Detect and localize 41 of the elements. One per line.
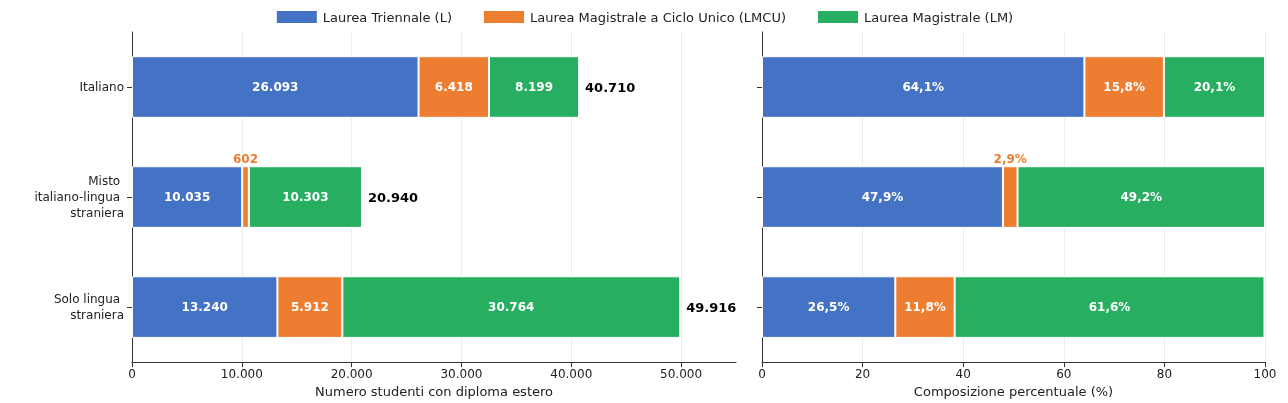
data-label: 6.418 [434,80,473,95]
total-label: 20.940 [367,189,419,205]
data-label: 602 [232,152,259,167]
data-label: 26.093 [252,80,299,95]
y-tick-label: Misto italiano-lingua straniera [34,174,124,221]
data-label: 49,2% [1120,190,1163,205]
x-tick-label: 20.000 [330,367,373,382]
x-tick-label: 50.000 [660,367,703,382]
data-label: 47,9% [861,190,904,205]
x-tick-label: 100 [1253,367,1277,382]
x-tick-label: 0 [758,367,766,382]
x-tick-label: 40.000 [550,367,593,382]
x-axis-title: Composizione percentuale (%) [913,384,1114,399]
data-label: 8.199 [515,80,554,95]
data-label: 10.303 [282,190,329,205]
data-label: 61,6% [1088,300,1131,315]
legend-label: Laurea Triennale (L) [322,9,452,25]
data-label: 64,1% [902,80,945,95]
data-label: 30.764 [488,300,535,315]
legend-label: Laurea Magistrale (LM) [863,9,1014,25]
legend-label: Laurea Magistrale a Ciclo Unico (LMCU) [529,9,787,25]
data-label: 5.912 [290,300,329,315]
data-label: 2,9% [993,152,1027,167]
x-tick-label: 20 [854,367,871,382]
data-label: 13.240 [181,300,228,315]
total-label: 40.710 [585,79,636,95]
total-label: 49.916 [686,299,737,315]
data-label: 26,5% [807,300,850,315]
y-tick-label: Solo lingua straniera [53,292,124,323]
data-label: 11,8% [904,300,946,315]
y-tick-label: Italiano [79,80,124,95]
x-tick-label: 60 [1056,367,1072,382]
x-axis-title: Numero studenti con diploma estero [314,384,554,399]
x-tick-label: 10.000 [220,367,263,382]
x-tick-label: 40 [955,367,971,382]
data-label: 10.035 [163,190,211,205]
x-tick-label: 0 [128,367,136,382]
data-label: 15,8% [1103,80,1145,95]
data-label: 20,1% [1193,80,1236,95]
x-tick-label: 30.000 [440,367,483,382]
x-tick-label: 80 [1156,367,1173,382]
